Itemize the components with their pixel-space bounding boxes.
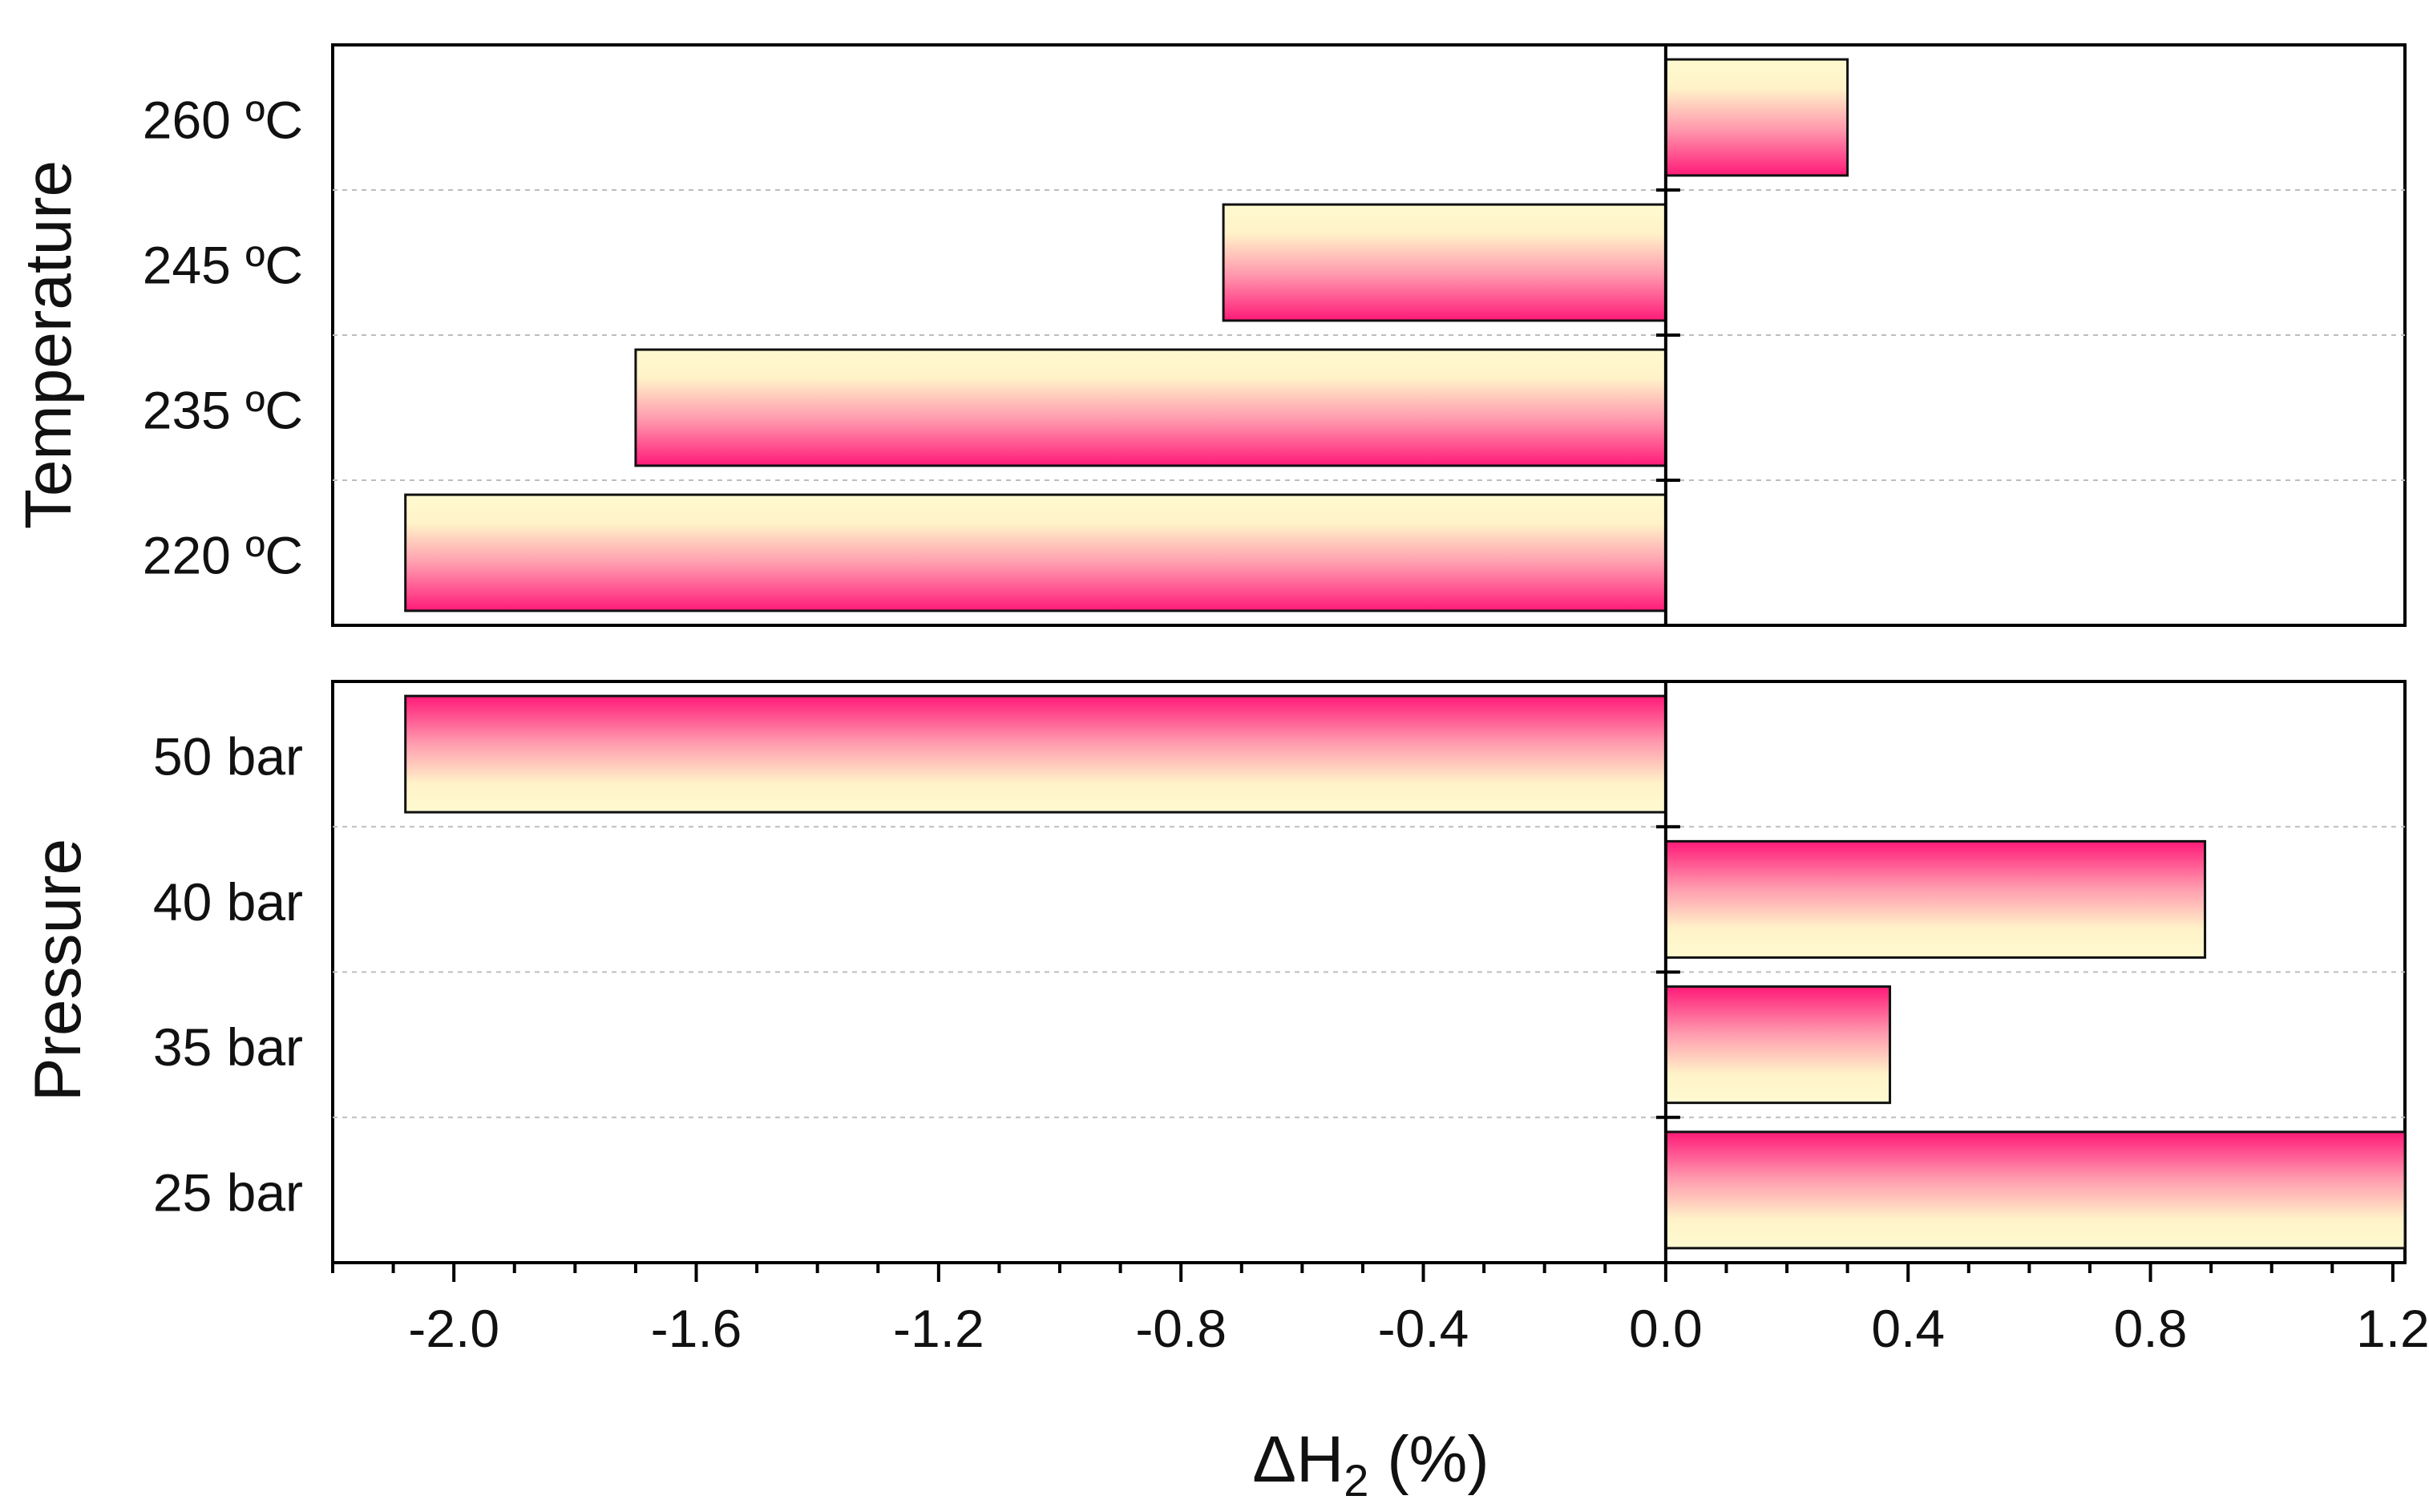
category-label: 25 bar <box>153 1162 303 1222</box>
bar <box>634 348 1667 467</box>
category-label: 40 bar <box>153 872 303 932</box>
y-axis-label-temperature: Temperature <box>12 160 85 529</box>
y-axis-label-pressure: Pressure <box>22 839 95 1102</box>
bar <box>1664 1130 2407 1250</box>
bar <box>404 694 1667 814</box>
bar <box>1664 839 2207 959</box>
x-tick-label: -0.4 <box>1378 1299 1469 1358</box>
bar <box>1664 985 1892 1105</box>
bar <box>1664 58 1849 177</box>
x-tick-label: -0.8 <box>1135 1299 1227 1358</box>
category-label: 235 ºC <box>143 381 303 440</box>
x-tick-label: 1.2 <box>2356 1299 2429 1358</box>
x-tick-label: 0.0 <box>1629 1299 1703 1358</box>
x-tick-label: -1.2 <box>893 1299 984 1358</box>
x-tick-label: 0.4 <box>1871 1299 1945 1358</box>
pressure-panel: 25 bar 35 bar 40 bar 50 bar <box>153 680 2407 1264</box>
category-label: 50 bar <box>153 727 303 786</box>
category-label: 35 bar <box>153 1017 303 1077</box>
x-tick-label: -2.0 <box>408 1299 499 1358</box>
bar <box>1222 203 1667 322</box>
category-label: 260 ºC <box>143 91 303 150</box>
x-tick-label: -1.6 <box>651 1299 742 1358</box>
temperature-panel: 220 ºC 235 ºC 245 ºC 260 ºC <box>143 43 2407 627</box>
x-axis: -2.0 -1.6 -1.2 -0.8 -0.4 0.0 0.4 0.8 1.2 <box>331 1263 2429 1358</box>
category-label: 220 ºC <box>143 526 303 585</box>
x-tick-label: 0.8 <box>2114 1299 2188 1358</box>
x-axis-label: ΔH2 (%) <box>1252 1423 1489 1506</box>
bar <box>404 493 1667 612</box>
category-label: 245 ºC <box>143 236 303 295</box>
